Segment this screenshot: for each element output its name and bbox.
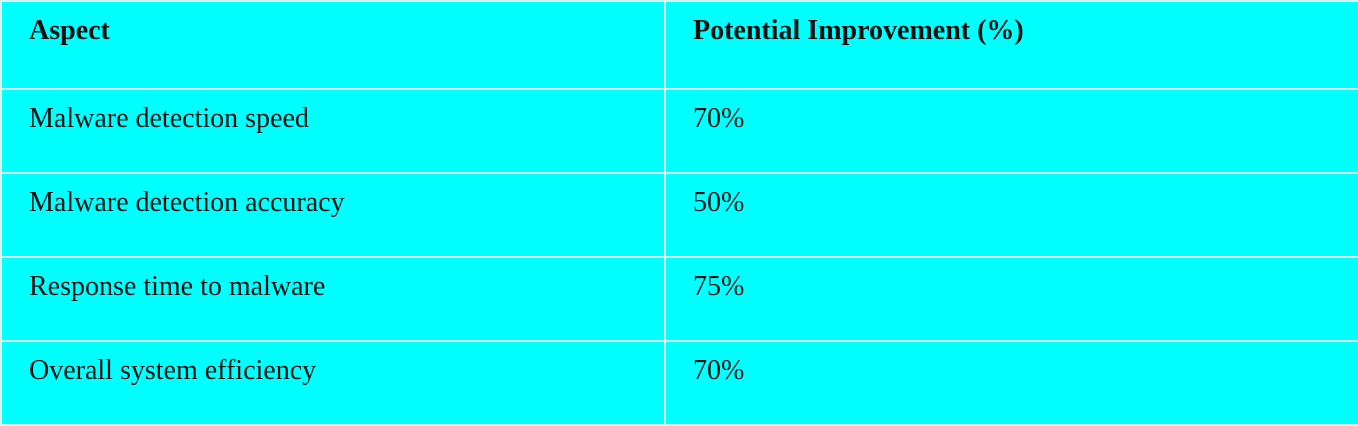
table-row: Malware detection speed 70% <box>0 88 1358 174</box>
table-row: Overall system efficiency 70% <box>0 340 1358 426</box>
header-aspect: Aspect <box>0 0 666 90</box>
cell-aspect: Malware detection accuracy <box>0 172 666 258</box>
table-header-row: Aspect Potential Improvement (%) <box>0 0 1358 90</box>
cell-aspect: Overall system efficiency <box>0 340 666 426</box>
cell-aspect: Response time to malware <box>0 256 666 342</box>
table-row: Malware detection accuracy 50% <box>0 172 1358 258</box>
header-potential-improvement: Potential Improvement (%) <box>664 0 1358 90</box>
cell-improvement: 75% <box>664 256 1358 342</box>
table-row: Response time to malware 75% <box>0 256 1358 342</box>
cell-improvement: 70% <box>664 340 1358 426</box>
cell-improvement: 50% <box>664 172 1358 258</box>
cell-aspect: Malware detection speed <box>0 88 666 174</box>
cell-improvement: 70% <box>664 88 1358 174</box>
